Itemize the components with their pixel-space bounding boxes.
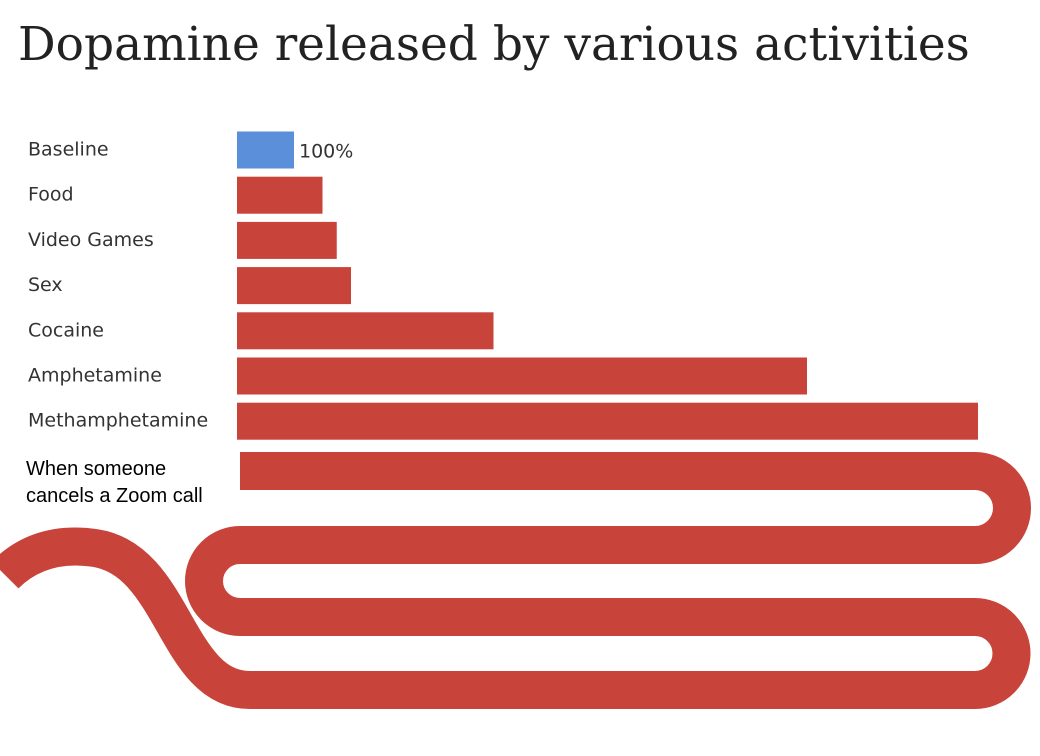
value-label: 100% [299,141,353,163]
category-label: When someone cancels a Zoom call [26,458,203,507]
category-label: Baseline [28,139,109,161]
bar [237,176,323,214]
category-label: Sex [28,274,63,296]
bar [237,402,978,440]
chart-title: Dopamine released by various activities [18,17,970,72]
zoom-snake [0,452,1031,709]
category-label: Methamphetamine [28,410,208,432]
bar [237,357,807,395]
bar [237,131,294,169]
category-label: Food [28,184,74,206]
bar [237,221,337,259]
category-label: Amphetamine [28,365,162,387]
bar [237,267,351,305]
category-label: Video Games [28,229,154,251]
bar [237,312,494,350]
category-label: Cocaine [28,319,104,341]
